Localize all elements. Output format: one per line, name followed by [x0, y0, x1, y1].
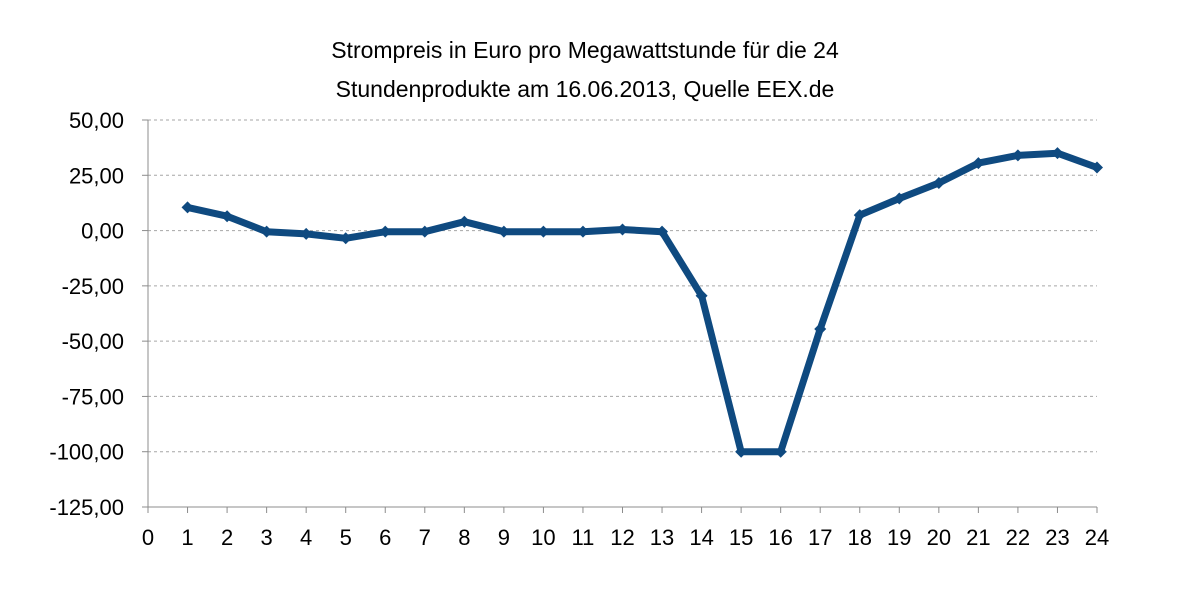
y-tick-label-7: -125,00 [49, 495, 124, 520]
data-point-hour-23 [1051, 147, 1064, 160]
x-tick-label-19: 19 [887, 525, 911, 550]
data-point-hour-21 [972, 157, 985, 170]
x-tick-label-2: 2 [221, 525, 233, 550]
x-tick-label-4: 4 [300, 525, 312, 550]
y-tick-label-0: 50,00 [69, 108, 124, 133]
y-tick-label-3: -25,00 [62, 274, 124, 299]
data-point-hour-17 [814, 322, 827, 335]
x-tick-label-15: 15 [729, 525, 753, 550]
data-point-hour-4 [300, 227, 313, 240]
data-point-hour-5 [339, 232, 352, 245]
x-tick-label-21: 21 [966, 525, 990, 550]
data-point-hour-3 [260, 225, 273, 238]
data-point-hour-14 [695, 289, 708, 302]
x-tick-label-23: 23 [1045, 525, 1069, 550]
y-tick-label-5: -75,00 [62, 384, 124, 409]
data-point-hour-19 [893, 192, 906, 205]
y-tick-label-4: -50,00 [62, 329, 124, 354]
data-point-hour-12 [616, 223, 629, 236]
chart-title: Strompreis in Euro pro Megawattstunde fü… [331, 37, 839, 102]
x-tick-label-8: 8 [458, 525, 470, 550]
data-point-hour-8 [458, 215, 471, 228]
x-tick-label-5: 5 [340, 525, 352, 550]
data-point-hour-18 [853, 209, 866, 222]
data-point-hour-11 [576, 225, 589, 238]
y-tick-label-6: -100,00 [49, 440, 124, 465]
x-tick-label-3: 3 [261, 525, 273, 550]
data-point-hour-20 [932, 177, 945, 190]
data-point-hour-15 [735, 445, 748, 458]
x-tick-label-18: 18 [848, 525, 872, 550]
chart-title-line-1: Strompreis in Euro pro Megawattstunde fü… [331, 37, 839, 63]
y-tick-label-1: 25,00 [69, 163, 124, 188]
y-axis-tick-labels: 50,00 25,00 0,00 -25,00 -50,00 -75,00 -100,00 -… [49, 108, 124, 520]
x-tick-label-0: 0 [142, 525, 154, 550]
x-tick-label-14: 14 [689, 525, 713, 550]
x-tick-label-10: 10 [531, 525, 555, 550]
x-tick-label-7: 7 [419, 525, 431, 550]
gridlines [148, 119, 1097, 453]
x-axis-tick-labels: 0 1 2 3 4 5 6 7 8 9 10 11 12 13 14 15 16 17 18 19 20 21 22 23 24 [142, 525, 1109, 550]
x-tick-label-12: 12 [610, 525, 634, 550]
y-tick-label-2: 0,00 [81, 219, 124, 244]
series-group [184, 149, 1101, 456]
series-line-0 [184, 149, 1101, 456]
data-point-hour-16 [774, 445, 787, 458]
x-tick-label-1: 1 [181, 525, 193, 550]
x-tick-label-16: 16 [768, 525, 792, 550]
data-point-hour-6 [379, 225, 392, 238]
x-tick-label-22: 22 [1006, 525, 1030, 550]
data-point-hour-13 [656, 225, 669, 238]
chart-title-line-2: Stundenprodukte am 16.06.2013, Quelle EE… [336, 76, 835, 102]
x-tick-label-11: 11 [572, 525, 595, 550]
data-point-hour-22 [1011, 149, 1024, 162]
data-points [181, 147, 1103, 458]
x-tick-label-20: 20 [927, 525, 951, 550]
x-tick-label-17: 17 [808, 525, 832, 550]
data-point-hour-7 [418, 225, 431, 238]
data-point-hour-24 [1091, 161, 1103, 174]
data-point-hour-9 [497, 225, 510, 238]
data-point-hour-10 [537, 225, 550, 238]
x-tick-label-9: 9 [498, 525, 510, 550]
x-tick-label-24: 24 [1085, 525, 1109, 550]
data-point-hour-2 [221, 210, 234, 223]
axes [142, 119, 1098, 513]
x-tick-label-6: 6 [379, 525, 391, 550]
x-tick-label-13: 13 [650, 525, 674, 550]
data-point-hour-1 [181, 201, 194, 214]
